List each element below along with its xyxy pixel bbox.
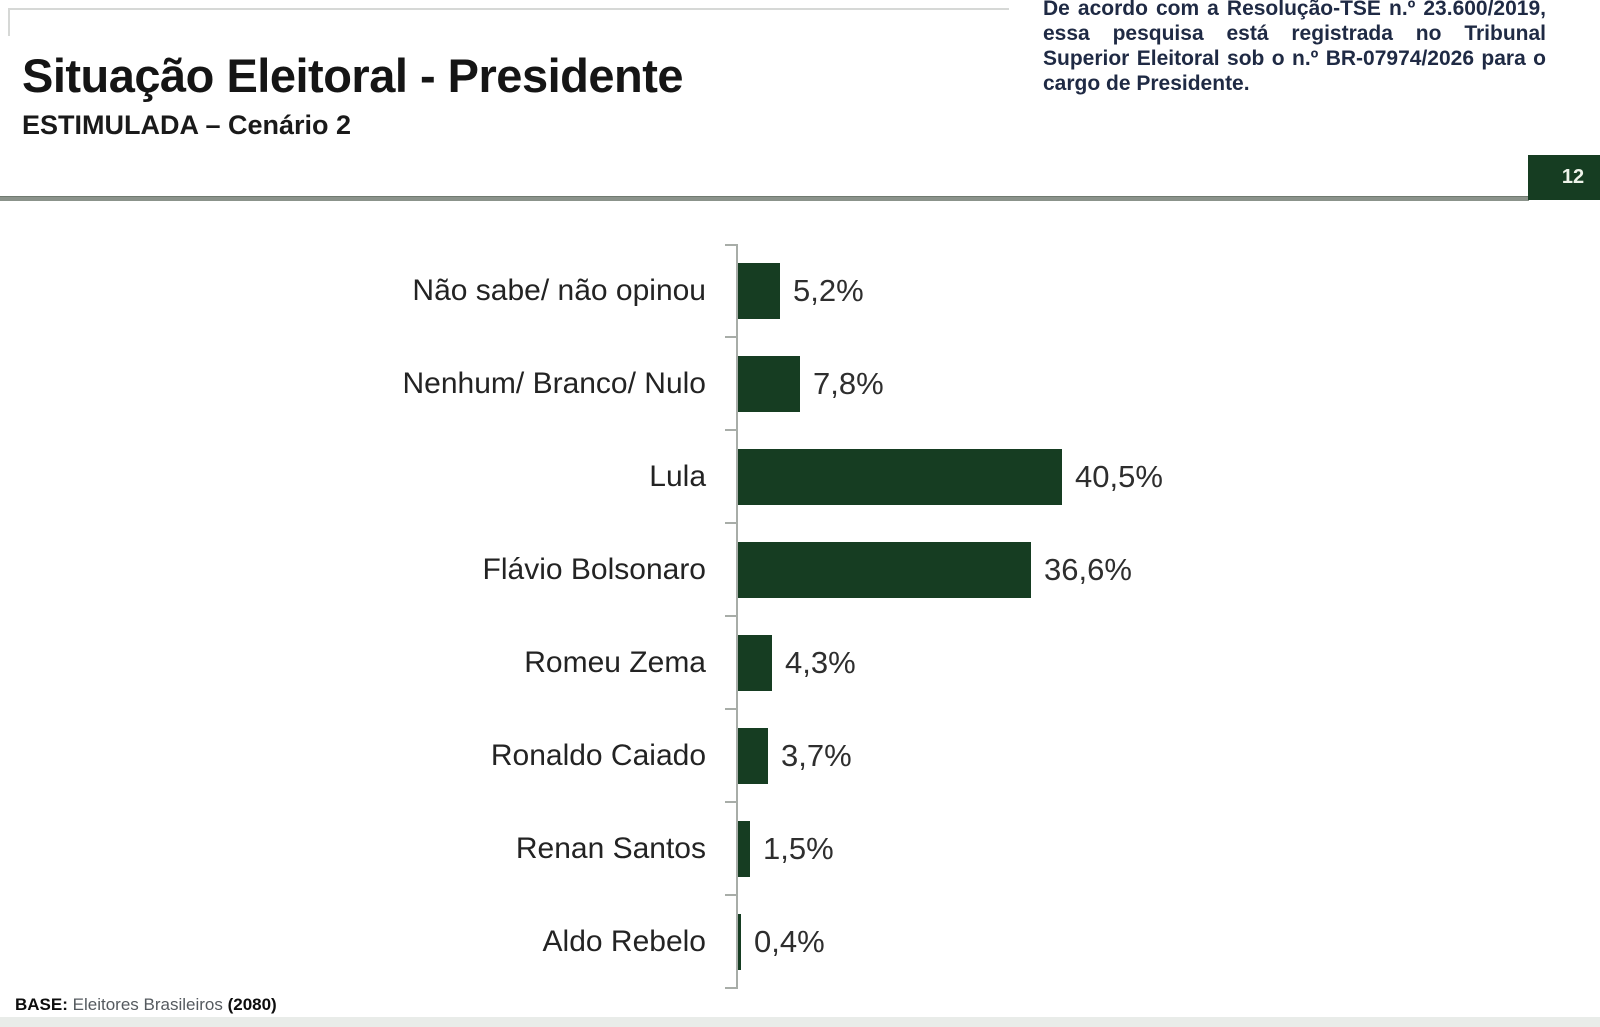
chart-row: Flávio Bolsonaro 36,6%: [0, 523, 1600, 616]
value-label: 0,4%: [754, 923, 825, 959]
value-label: 40,5%: [1075, 458, 1163, 494]
slide-edge-line-top: [9, 8, 1009, 10]
chart-row: Lula 40,5%: [0, 430, 1600, 523]
bar: [738, 820, 750, 877]
axis-tick: [725, 429, 737, 431]
bar: [738, 448, 1062, 505]
bar: [738, 262, 780, 319]
category-label: Flávio Bolsonaro: [482, 552, 706, 586]
category-label: Romeu Zema: [524, 645, 706, 679]
axis-tick: [725, 894, 737, 896]
base-label: BASE:: [15, 995, 68, 1014]
category-label: Ronaldo Caiado: [490, 738, 706, 772]
base-text: Eleitores Brasileiros: [67, 995, 228, 1014]
page-title: Situação Eleitoral - Presidente: [22, 49, 684, 102]
slide-edge-line-left: [8, 8, 10, 36]
bar-chart: Não sabe/ não opinou 5,2% Nenhum/ Branco…: [0, 244, 1600, 990]
page-number-badge: 12: [1528, 155, 1600, 200]
value-label: 5,2%: [793, 272, 864, 308]
page-subtitle: ESTIMULADA – Cenário 2: [22, 110, 352, 140]
base-count: (2080): [227, 995, 277, 1014]
axis-tick: [725, 987, 737, 989]
chart-row: Renan Santos 1,5%: [0, 802, 1600, 895]
category-label: Nenhum/ Branco/ Nulo: [402, 366, 707, 400]
axis-tick: [725, 244, 737, 246]
chart-row: Romeu Zema 4,3%: [0, 616, 1600, 709]
chart-rows: Não sabe/ não opinou 5,2% Nenhum/ Branco…: [0, 244, 1600, 988]
bar: [738, 634, 772, 691]
bar: [738, 541, 1031, 598]
category-label: Aldo Rebelo: [542, 924, 706, 958]
value-label: 4,3%: [785, 644, 856, 680]
category-label: Não sabe/ não opinou: [412, 273, 706, 307]
axis-tick: [725, 615, 737, 617]
chart-row: Ronaldo Caiado 3,7%: [0, 709, 1600, 802]
bar: [738, 913, 741, 970]
chart-row: Aldo Rebelo 0,4%: [0, 895, 1600, 988]
axis-tick: [725, 801, 737, 803]
value-label: 3,7%: [781, 737, 852, 773]
bottom-strip: [0, 1017, 1600, 1027]
tse-disclaimer: De acordo com a Resolução-TSE n.º 23.600…: [1043, 0, 1546, 95]
axis-tick: [725, 522, 737, 524]
chart-row: Nenhum/ Branco/ Nulo 7,8%: [0, 337, 1600, 430]
divider-rule: [0, 196, 1529, 201]
value-label: 1,5%: [763, 830, 834, 866]
bar: [738, 727, 768, 784]
category-label: Renan Santos: [515, 831, 706, 865]
chart-axis-line: [736, 244, 738, 989]
category-label: Lula: [649, 459, 706, 493]
axis-tick: [725, 336, 737, 338]
page-number: 12: [1561, 166, 1585, 188]
axis-tick: [725, 708, 737, 710]
value-label: 7,8%: [813, 365, 884, 401]
bar: [738, 355, 800, 412]
value-label: 36,6%: [1044, 551, 1132, 587]
base-note: BASE: Eleitores Brasileiros (2080): [15, 995, 277, 1015]
chart-row: Não sabe/ não opinou 5,2%: [0, 244, 1600, 337]
